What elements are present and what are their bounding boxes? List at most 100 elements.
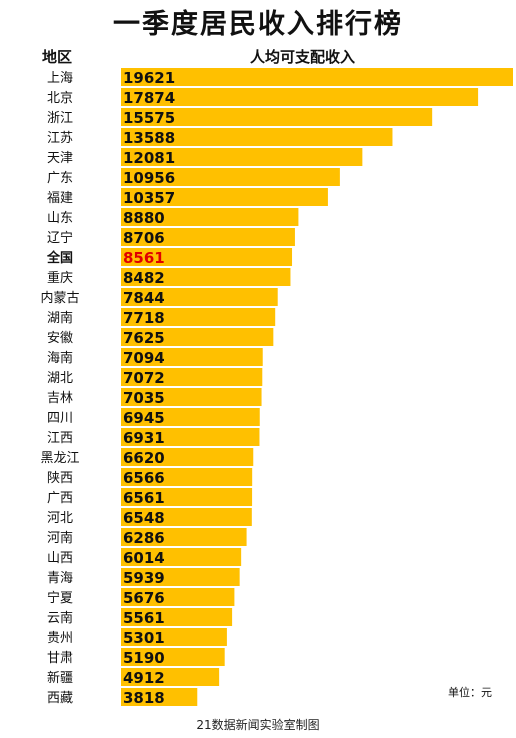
region-label: 青海 xyxy=(47,571,73,586)
income-value-label: 13588 xyxy=(123,129,175,147)
region-label: 江西 xyxy=(47,431,73,446)
region-column-header: 地区 xyxy=(42,48,73,66)
income-value-label: 6620 xyxy=(123,449,165,467)
income-bar xyxy=(121,648,225,666)
source-credit: 21数据新闻实验室制图 xyxy=(196,718,320,732)
income-value-label: 8482 xyxy=(123,269,165,287)
income-value-label: 6548 xyxy=(123,509,165,527)
income-bar xyxy=(121,548,242,566)
income-bar xyxy=(121,68,513,86)
income-value-label: 7625 xyxy=(123,329,165,347)
income-value-label: 5561 xyxy=(123,609,165,627)
region-label: 山东 xyxy=(47,211,73,226)
income-bar xyxy=(121,628,227,646)
unit-label: 单位：元 xyxy=(448,686,492,699)
region-label: 湖北 xyxy=(47,371,73,386)
income-bar xyxy=(121,448,254,466)
income-value-label: 10357 xyxy=(123,189,175,207)
income-bar xyxy=(121,168,340,186)
region-label: 内蒙古 xyxy=(40,290,79,306)
income-value-label: 4912 xyxy=(123,669,165,687)
income-value-label: 8706 xyxy=(123,229,165,247)
income-value-label: 12081 xyxy=(123,149,175,167)
region-label: 四川 xyxy=(47,411,73,426)
income-column-header: 人均可支配收入 xyxy=(250,48,356,66)
income-bar xyxy=(121,528,247,546)
income-value-label: 7718 xyxy=(123,309,165,327)
region-label: 甘肃 xyxy=(47,651,73,666)
region-label: 湖南 xyxy=(47,310,73,326)
income-value-label: 7035 xyxy=(123,389,165,407)
income-bar xyxy=(121,248,293,266)
region-label: 海南 xyxy=(47,350,73,366)
income-value-label: 19621 xyxy=(123,69,175,87)
region-label: 辽宁 xyxy=(47,230,73,246)
region-label: 上海 xyxy=(47,71,73,86)
income-bar xyxy=(121,568,240,586)
region-label: 天津 xyxy=(47,151,73,166)
chart-title: 一季度居民收入排行榜 xyxy=(113,9,403,40)
income-bar xyxy=(121,488,253,506)
income-value-label: 5676 xyxy=(123,589,165,607)
income-bar xyxy=(121,668,220,686)
income-value-label: 6566 xyxy=(123,469,165,487)
income-bar xyxy=(121,508,252,526)
region-label: 吉林 xyxy=(47,391,73,406)
income-bar xyxy=(121,108,433,126)
income-value-label: 8880 xyxy=(123,209,165,227)
region-label: 广东 xyxy=(47,171,73,186)
region-label: 新疆 xyxy=(47,670,73,686)
region-label: 安徽 xyxy=(47,331,73,346)
region-label: 北京 xyxy=(47,91,73,106)
region-label: 广西 xyxy=(47,491,73,506)
income-bar xyxy=(121,128,393,146)
income-value-label: 5939 xyxy=(123,569,165,587)
income-value-label: 6931 xyxy=(123,429,165,447)
income-bar xyxy=(121,368,263,386)
region-label: 西藏 xyxy=(47,691,73,706)
income-bar xyxy=(121,228,295,246)
region-label: 宁夏 xyxy=(47,590,73,606)
region-label: 江苏 xyxy=(47,130,73,146)
income-bar xyxy=(121,308,276,326)
region-label: 重庆 xyxy=(47,270,73,286)
region-label: 河南 xyxy=(47,530,73,546)
income-value-label: 5301 xyxy=(123,629,165,647)
income-bar xyxy=(121,468,253,486)
income-bar xyxy=(121,428,260,446)
income-value-label: 15575 xyxy=(123,109,175,127)
region-label: 陕西 xyxy=(47,471,73,486)
income-bar xyxy=(121,208,299,226)
income-bar xyxy=(121,388,262,406)
income-value-label: 7844 xyxy=(123,289,165,307)
income-value-label: 5190 xyxy=(123,649,165,667)
region-label: 全国 xyxy=(46,250,73,266)
income-value-label: 6945 xyxy=(123,409,165,427)
region-label: 云南 xyxy=(47,610,73,626)
income-value-label: 6561 xyxy=(123,489,165,507)
income-bar xyxy=(121,688,198,706)
income-bar xyxy=(121,408,260,426)
income-bar xyxy=(121,608,233,626)
income-value-label: 6286 xyxy=(123,529,165,547)
income-value-label: 3818 xyxy=(123,689,165,707)
income-bar xyxy=(121,148,363,166)
income-bar xyxy=(121,188,328,206)
region-label: 河北 xyxy=(47,511,73,526)
income-value-label: 7094 xyxy=(123,349,165,367)
income-value-label: 8561 xyxy=(123,249,165,267)
income-value-label: 17874 xyxy=(123,89,175,107)
income-value-label: 10956 xyxy=(123,169,175,187)
income-bar xyxy=(121,288,278,306)
income-bar xyxy=(121,348,263,366)
income-bar xyxy=(121,268,291,286)
income-value-label: 7072 xyxy=(123,369,165,387)
income-bar xyxy=(121,328,274,346)
region-label: 贵州 xyxy=(47,631,73,646)
income-value-label: 6014 xyxy=(123,549,165,567)
income-bar xyxy=(121,88,479,106)
region-label: 黑龙江 xyxy=(40,451,79,466)
income-bar xyxy=(121,588,235,606)
region-label: 福建 xyxy=(47,191,73,206)
